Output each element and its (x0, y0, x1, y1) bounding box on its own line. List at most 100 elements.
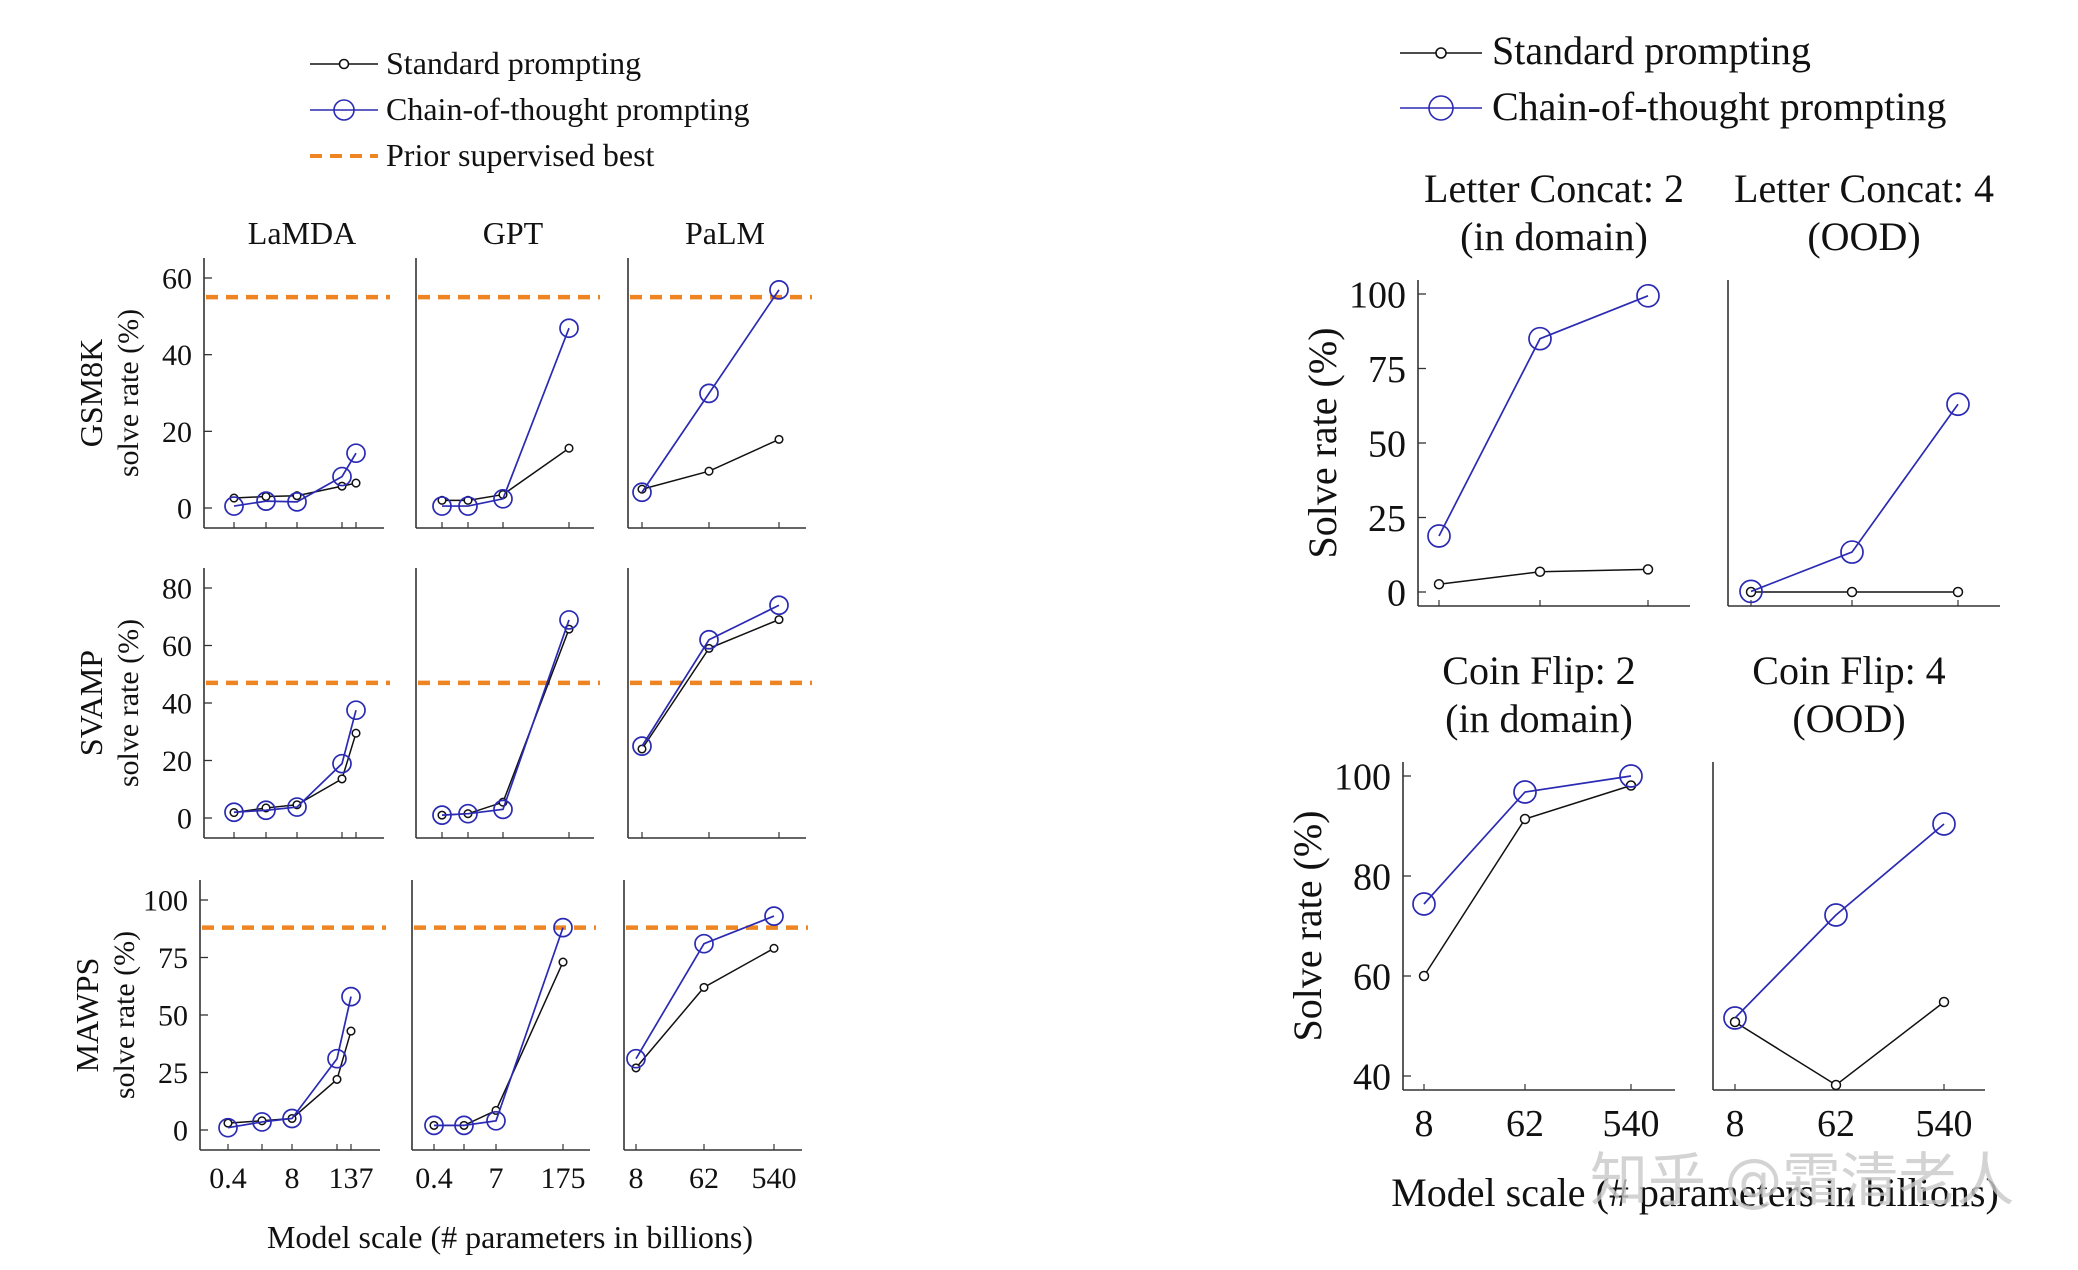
cot-point (458, 496, 478, 516)
cot-point (218, 1117, 238, 1138)
cot-point (256, 800, 276, 821)
watermark-text: 知乎 @霜清老人 (1590, 1146, 2014, 1214)
cot-point (1946, 392, 1970, 417)
cot-point (256, 491, 276, 511)
cot-point (1636, 283, 1660, 308)
standard-point (564, 443, 574, 453)
cot-point (1513, 780, 1537, 804)
cot-point (252, 1112, 272, 1132)
x-tick-label: 8 (1415, 1103, 1434, 1145)
panel-subtitle: (OOD) (1792, 696, 1905, 741)
chart-panel-3: 0 20 40 60 80 SVAMP solve rate (%) (73, 568, 390, 839)
cot-point (1427, 524, 1451, 548)
y-tick-label: 40 (1353, 1056, 1391, 1098)
panel-title: Coin Flip: 4 (1752, 648, 1945, 693)
standard-point (1846, 586, 1858, 598)
standard-point (774, 434, 784, 444)
cot-point (458, 803, 478, 824)
cot-point (346, 443, 366, 464)
panel-title: LaMDA (248, 215, 356, 251)
left-x-axis-label: Model scale (# parameters in billions) (267, 1219, 753, 1255)
cot-series-line (227, 996, 352, 1129)
cot-series-line (1423, 775, 1632, 905)
y-tick-label: 60 (162, 263, 192, 296)
y-axis-label: solve rate (%) (112, 619, 145, 787)
x-tick-label: 62 (1506, 1103, 1544, 1145)
legend-right-cot-marker (1428, 95, 1454, 121)
standard-point (337, 774, 347, 784)
chart-panel-9: 0 25 50 75 100 Letter Concat: 2(in domain) Sol… (1300, 166, 1690, 614)
x-tick-label: 8 (1726, 1103, 1745, 1145)
y-axis-label: solve rate (%) (112, 309, 145, 477)
chart-panel-1: GPT (415, 215, 600, 529)
cot-point (224, 496, 244, 516)
standard-series-line (442, 447, 570, 502)
y-tick-label: 100 (143, 885, 188, 918)
chart-panel-12: 8 62 540 Coin Flip: 4(OOD) (1712, 648, 1985, 1145)
cot-point (1840, 540, 1864, 564)
y-tick-label: 50 (158, 1000, 188, 1033)
standard-point (704, 466, 714, 476)
y-tick-label: 0 (177, 493, 192, 526)
standard-series-line (641, 438, 780, 490)
standard-point (1729, 1016, 1741, 1028)
right-x-axis-label: Model scale (# parameters in billions) (1391, 1170, 1999, 1215)
standard-point (769, 943, 779, 953)
cot-point (1412, 892, 1436, 916)
cot-point (769, 280, 789, 300)
y-tick-label: 50 (1368, 423, 1406, 465)
standard-point (558, 957, 568, 967)
y-tick-label: 60 (1353, 956, 1391, 998)
standard-point (346, 1026, 356, 1036)
panel-title: Coin Flip: 2 (1442, 648, 1635, 693)
row-label: SVAMP (73, 650, 109, 756)
y-tick-label: 25 (158, 1057, 188, 1090)
y-tick-label: 75 (1368, 349, 1406, 391)
legend-cot-marker (333, 99, 355, 121)
x-tick-label: 7 (489, 1162, 504, 1195)
standard-point (699, 982, 709, 992)
legend-right-standard-label: Standard prompting (1492, 28, 1811, 73)
standard-point (1418, 970, 1430, 982)
cot-point (632, 482, 652, 503)
legend-standard-label: Standard prompting (386, 45, 641, 81)
cot-point (432, 805, 452, 825)
cot-point (287, 797, 307, 817)
legend-standard-marker (338, 58, 350, 70)
y-axis-label: Solve rate (%) (1285, 810, 1330, 1041)
x-tick-label: 137 (329, 1162, 374, 1195)
cot-series-line (442, 327, 570, 507)
standard-point (351, 478, 361, 488)
panel-title: PaLM (685, 215, 765, 251)
y-tick-label: 75 (158, 942, 188, 975)
cot-series-line (1750, 403, 1959, 593)
standard-point (261, 491, 271, 502)
y-tick-label: 20 (162, 745, 192, 778)
cot-point (699, 383, 719, 404)
panel-title: Letter Concat: 4 (1734, 166, 1994, 211)
row-label: MAWPS (69, 958, 105, 1073)
cot-point (1619, 764, 1643, 788)
chart-panel-10: Letter Concat: 4(OOD) (1727, 166, 2000, 607)
cot-point (332, 466, 352, 487)
cot-point (559, 610, 579, 630)
legend-left: Standard prompting Chain-of-thought prom… (310, 45, 750, 173)
standard-point (637, 744, 647, 754)
cot-series-line (1438, 294, 1649, 537)
y-tick-label: 25 (1368, 498, 1406, 540)
x-tick-label: 175 (541, 1162, 586, 1195)
legend-right-standard-marker (1435, 47, 1447, 59)
chart-panel-11: 40 60 80 100 8 62 540 Coin Flip: 2(in domain) So… (1285, 648, 1675, 1145)
y-tick-label: 40 (162, 339, 192, 372)
row-label: GSM8K (73, 339, 109, 447)
panel-subtitle: (in domain) (1460, 214, 1648, 259)
cot-point (694, 933, 714, 954)
y-tick-label: 0 (173, 1115, 188, 1148)
cot-series-line (1734, 823, 1945, 1019)
cot-point (1932, 812, 1956, 836)
cot-point (432, 496, 452, 516)
panel-subtitle: (in domain) (1445, 696, 1633, 741)
cot-point (626, 1048, 646, 1069)
chart-panel-4 (415, 568, 600, 839)
standard-point (1642, 564, 1654, 575)
